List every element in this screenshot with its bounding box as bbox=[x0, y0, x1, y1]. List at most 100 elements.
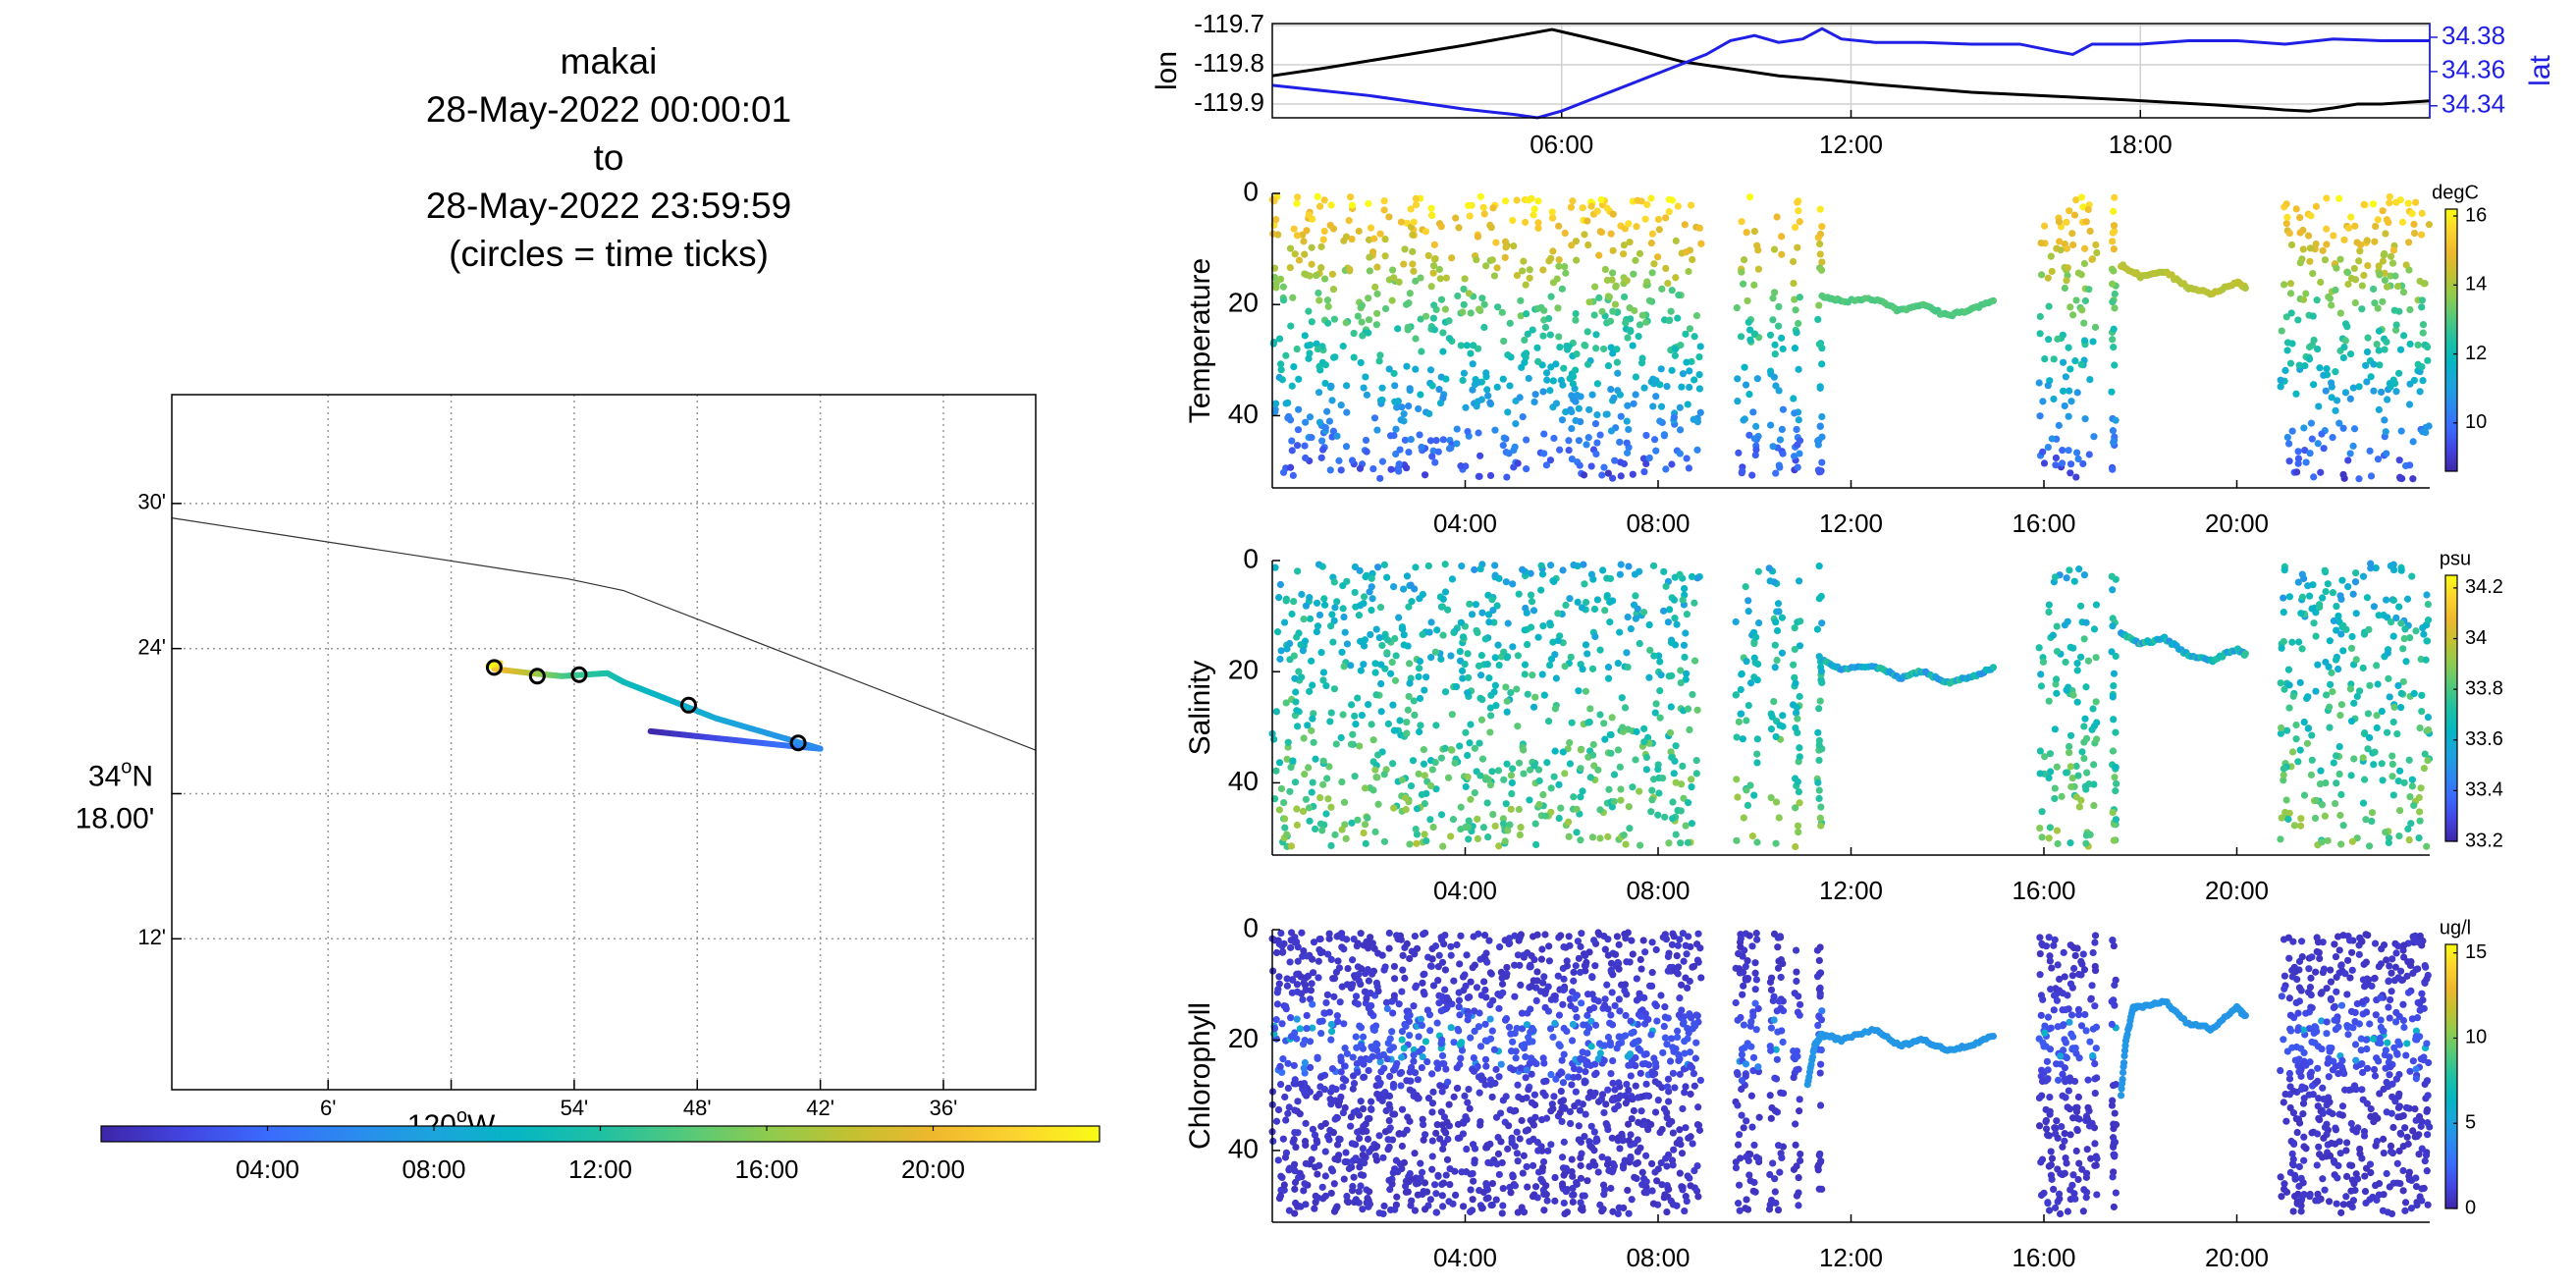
salinity-data-point bbox=[1665, 672, 1673, 680]
salinity-data-point bbox=[1416, 665, 1423, 672]
chlorophyll-data-point bbox=[1287, 1033, 1296, 1041]
temperature-data-point bbox=[2349, 384, 2357, 392]
salinity-data-point bbox=[1673, 620, 1681, 628]
temperature-data-point bbox=[1388, 266, 1397, 274]
chlorophyll-data-point bbox=[1372, 1156, 1381, 1164]
chlorophyll-data-point bbox=[1321, 1148, 1329, 1155]
salinity-data-point bbox=[2395, 807, 2404, 815]
chlorophyll-data-point bbox=[1541, 1003, 1549, 1011]
salinity-data-point bbox=[1795, 788, 1802, 796]
salinity-data-point bbox=[2324, 836, 2332, 844]
chlorophyll-data-point bbox=[1554, 972, 1562, 980]
chlorophyll-data-point bbox=[1686, 1174, 1693, 1182]
temperature-data-point bbox=[2325, 293, 2333, 301]
temperature-data-point bbox=[1445, 445, 1454, 453]
temperature-data-point bbox=[1753, 375, 1761, 383]
salinity-data-point bbox=[1422, 673, 1430, 681]
temperature-data-point bbox=[2063, 244, 2070, 252]
temperature-data-point bbox=[2374, 304, 2382, 312]
temperature-data-point bbox=[2309, 269, 2317, 278]
chlorophyll-data-point bbox=[1736, 1207, 1744, 1214]
chlorophyll-data-point bbox=[1486, 969, 1494, 977]
salinity-data-point bbox=[1594, 766, 1602, 774]
chlorophyll-data-point bbox=[1581, 1079, 1588, 1087]
salinity-data-point bbox=[2073, 667, 2081, 674]
temperature-data-point bbox=[2086, 227, 2094, 236]
chlorophyll-data-point bbox=[1470, 1067, 1478, 1075]
chlorophyll-data-point bbox=[1735, 965, 1744, 973]
salinity-data-point bbox=[1679, 762, 1687, 771]
salinity-data-point bbox=[1475, 662, 1483, 670]
chlorophyll-data-point bbox=[1530, 977, 1537, 985]
salinity-data-point bbox=[1566, 760, 1575, 768]
temperature-data-point bbox=[2387, 252, 2395, 260]
salinity-data-point bbox=[1280, 815, 1289, 823]
salinity-data-point bbox=[2423, 591, 2431, 599]
chlorophyll-data-point bbox=[1314, 1170, 1321, 1178]
temperature-data-point bbox=[1392, 450, 1400, 458]
chlorophyll-data-point bbox=[1457, 932, 1465, 939]
chlorophyll-data-point bbox=[1429, 982, 1438, 990]
chlorophyll-data-point bbox=[1359, 1128, 1367, 1136]
salinity-x-tick-label: 08:00 bbox=[1626, 876, 1690, 905]
temperature-data-point bbox=[2383, 338, 2390, 346]
chlorophyll-data-point bbox=[1685, 933, 1692, 940]
salinity-data-point bbox=[1428, 766, 1436, 774]
temperature-data-point bbox=[1737, 333, 1745, 341]
chlorophyll-data-point bbox=[1684, 1035, 1691, 1043]
temperature-data-point bbox=[2363, 237, 2371, 244]
salinity-data-point bbox=[1744, 608, 1752, 616]
salinity-data-point bbox=[1503, 708, 1511, 716]
chlorophyll-data-point bbox=[1751, 969, 1759, 977]
temperature-data-point bbox=[2037, 271, 2046, 279]
salinity-data-point bbox=[1324, 795, 1332, 803]
temperature-data-point bbox=[1632, 391, 1639, 399]
chlorophyll-data-point bbox=[1752, 1026, 1760, 1034]
salinity-data-point bbox=[2073, 698, 2081, 706]
temperature-data-point bbox=[1687, 201, 1695, 209]
salinity-data-point bbox=[1561, 663, 1569, 671]
temperature-data-point bbox=[1588, 391, 1596, 399]
salinity-data-point bbox=[1294, 723, 1302, 730]
temperature-data-point bbox=[2281, 366, 2289, 375]
temperature-data-point bbox=[2363, 378, 2371, 386]
salinity-data-point bbox=[1406, 840, 1414, 848]
salinity-data-point bbox=[1357, 602, 1365, 610]
chlorophyll-data-point bbox=[1306, 1038, 1315, 1046]
salinity-data-point bbox=[2075, 565, 2083, 573]
temperature-data-point bbox=[1674, 314, 1682, 322]
temperature-data-point bbox=[1668, 366, 1676, 374]
temperature-data-point bbox=[2109, 336, 2117, 344]
chlorophyll-data-point bbox=[1428, 955, 1436, 963]
salinity-data-point bbox=[1495, 842, 1503, 850]
temperature-data-point bbox=[2405, 239, 2413, 246]
salinity-data-point bbox=[2112, 764, 2120, 772]
chlorophyll-data-point bbox=[1411, 932, 1419, 940]
temperature-data-point bbox=[1293, 345, 1301, 353]
temperature-data-point bbox=[2360, 200, 2368, 208]
salinity-data-point bbox=[1526, 796, 1533, 804]
salinity-data-point bbox=[1467, 795, 1475, 803]
temperature-data-point bbox=[1488, 256, 1496, 264]
salinity-data-point bbox=[1797, 617, 1804, 625]
chlorophyll-data-point bbox=[1360, 1073, 1368, 1082]
salinity-data-point bbox=[1318, 827, 1326, 834]
chlorophyll-data-point bbox=[1583, 1060, 1590, 1069]
salinity-data-point bbox=[2418, 707, 2426, 716]
temperature-data-point bbox=[2399, 332, 2408, 340]
salinity-data-point bbox=[1374, 564, 1382, 571]
salinity-data-point bbox=[2416, 808, 2424, 816]
salinity-data-point bbox=[2328, 669, 2335, 676]
temperature-data-point bbox=[1461, 275, 1469, 283]
lonlat-y2-tick-label: 34.38 bbox=[2442, 21, 2505, 50]
temperature-data-point bbox=[1772, 469, 1780, 477]
salinity-data-point bbox=[2063, 574, 2070, 582]
salinity-data-point bbox=[2390, 703, 2398, 711]
temperature-data-point bbox=[1795, 416, 1802, 424]
salinity-data-point bbox=[1814, 728, 1822, 736]
salinity-data-point bbox=[1738, 710, 1745, 718]
temperature-data-point bbox=[1385, 365, 1393, 373]
temperature-data-point bbox=[2410, 220, 2418, 229]
salinity-data-point bbox=[1293, 633, 1301, 641]
chlorophyll-data-point bbox=[1683, 950, 1690, 958]
